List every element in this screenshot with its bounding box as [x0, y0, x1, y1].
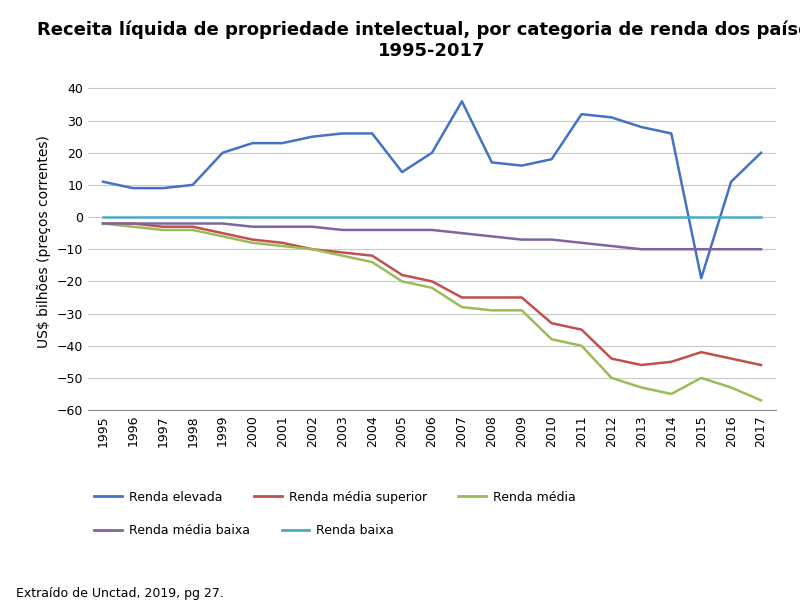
Legend: Renda média baixa, Renda baixa: Renda média baixa, Renda baixa: [94, 525, 394, 537]
Text: Extraído de Unctad, 2019, pg 27.: Extraído de Unctad, 2019, pg 27.: [16, 587, 224, 600]
Title: Receita líquida de propriedade intelectual, por categoria de renda dos países,
1: Receita líquida de propriedade intelectu…: [37, 21, 800, 60]
Y-axis label: US$ bilhões (preços correntes): US$ bilhões (preços correntes): [37, 134, 51, 348]
